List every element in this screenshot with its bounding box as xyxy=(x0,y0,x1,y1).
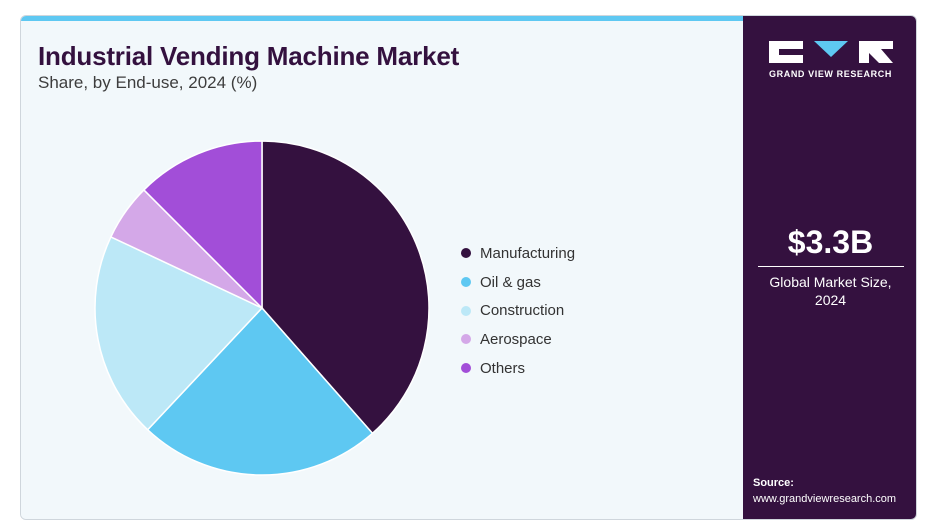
legend-item-manufacturing: Manufacturing xyxy=(461,239,575,268)
pie-slice-construction xyxy=(94,235,264,431)
chart-subtitle: Share, by End-use, 2024 (%) xyxy=(38,73,258,92)
chart-title: Industrial Vending Machine Market xyxy=(38,41,460,71)
legend-swatch xyxy=(461,277,471,288)
source-link[interactable]: www.grandviewresearch.com xyxy=(753,493,897,505)
legend-label: Oil & gas xyxy=(480,273,541,291)
legend-label: Construction xyxy=(480,302,565,320)
legend-label: Others xyxy=(480,359,526,377)
legend-swatch xyxy=(461,334,471,345)
legend-swatch xyxy=(461,305,471,316)
legend-item-oil-gas: Oil & gas xyxy=(461,268,575,297)
legend-item-aerospace: Aerospace xyxy=(461,325,575,354)
sidebar-panel: GRAND VIEW RESEARCH $3.3B Global Market … xyxy=(743,16,916,519)
legend-item-others: Others xyxy=(461,354,575,383)
divider xyxy=(758,266,904,267)
logo-text: GRAND VIEW RESEARCH xyxy=(769,69,892,79)
market-size-label-line1: Global Market Size, xyxy=(769,274,892,290)
pie-slice-manufacturing xyxy=(261,140,430,435)
source-label: Source: xyxy=(753,477,794,489)
gvr-logo-icon xyxy=(769,41,893,63)
market-size-label: Global Market Size, 2024 xyxy=(743,273,916,309)
legend-swatch xyxy=(461,248,471,259)
infographic-card: Industrial Vending Machine Market Share,… xyxy=(20,15,917,520)
accent-bar xyxy=(21,16,743,21)
pie-slice-oil-gas xyxy=(146,306,374,476)
market-size-label-line2: 2024 xyxy=(814,292,847,308)
chart-legend: Manufacturing Oil & gas Construction Aerosp… xyxy=(461,239,575,382)
legend-label: Manufacturing xyxy=(480,244,576,262)
pie-chart xyxy=(94,140,430,476)
legend-swatch xyxy=(461,363,471,374)
chart-area: Industrial Vending Machine Market Share,… xyxy=(21,21,743,519)
market-size-value: $3.3B xyxy=(787,224,874,260)
legend-label: Aerospace xyxy=(480,330,552,348)
pie-slice-others xyxy=(142,140,263,310)
legend-item-construction: Construction xyxy=(461,296,575,325)
